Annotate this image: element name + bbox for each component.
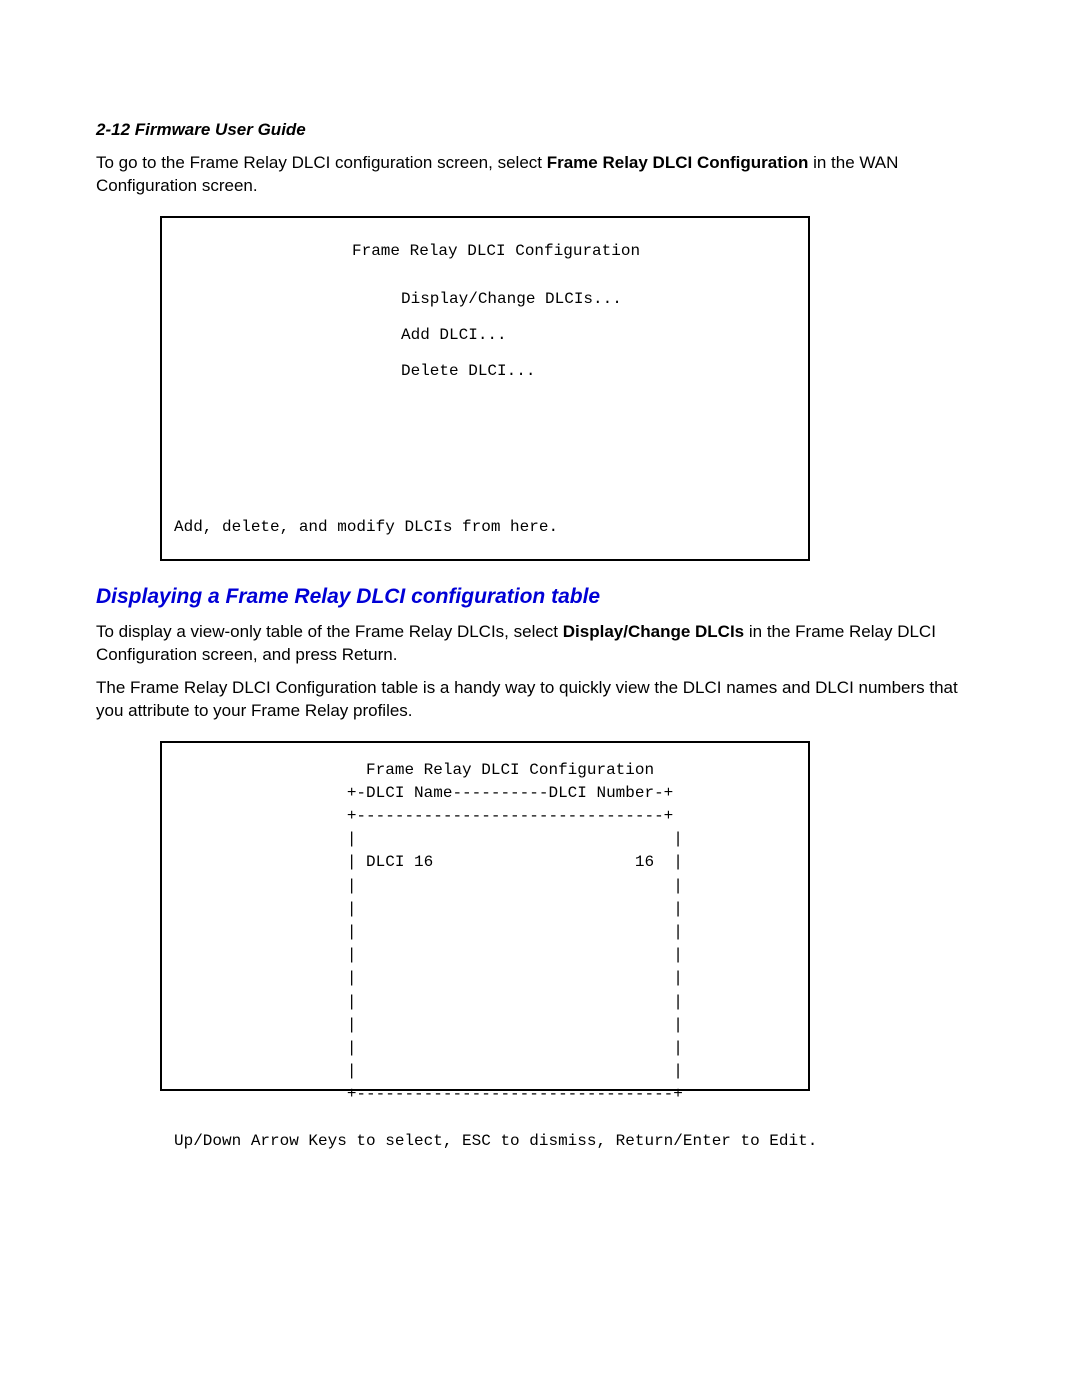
terminal1-status-line: Add, delete, and modify DLCIs from here. <box>174 516 558 539</box>
para1-bold: Display/Change DLCIs <box>563 622 744 641</box>
terminal-screen-1: Frame Relay DLCI Configuration Display/C… <box>160 216 810 561</box>
terminal1-option-add: Add DLCI... <box>401 324 507 347</box>
terminal2-content: Frame Relay DLCI Configuration +-DLCI Na… <box>162 759 808 1153</box>
page-header: 2-12 Firmware User Guide <box>96 120 984 140</box>
terminal-screen-2: Frame Relay DLCI Configuration +-DLCI Na… <box>160 741 810 1091</box>
terminal1-option-delete: Delete DLCI... <box>401 360 535 383</box>
terminal1-title: Frame Relay DLCI Configuration <box>352 240 640 263</box>
section-heading: Displaying a Frame Relay DLCI configurat… <box>96 585 984 609</box>
para1: To display a view-only table of the Fram… <box>96 621 984 667</box>
document-page: 2-12 Firmware User Guide To go to the Fr… <box>0 0 1080 1397</box>
intro-paragraph: To go to the Frame Relay DLCI configurat… <box>96 152 984 198</box>
intro-bold: Frame Relay DLCI Configuration <box>547 153 809 172</box>
intro-pre: To go to the Frame Relay DLCI configurat… <box>96 153 547 172</box>
para2: The Frame Relay DLCI Configuration table… <box>96 677 984 723</box>
terminal1-option-display-change: Display/Change DLCIs... <box>401 288 622 311</box>
para1-pre: To display a view-only table of the Fram… <box>96 622 563 641</box>
